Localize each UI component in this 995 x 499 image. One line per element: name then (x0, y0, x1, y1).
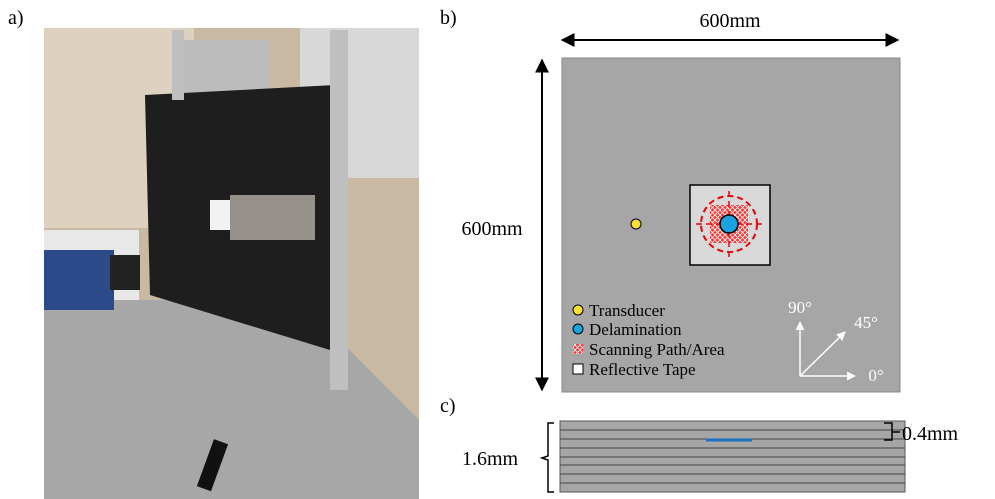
transducer (631, 219, 641, 229)
angle-label: 0° (868, 366, 883, 385)
angle-label: 45° (854, 313, 878, 332)
panel-label: c) (440, 395, 456, 417)
panel-label: a) (8, 7, 24, 29)
legend-label: Reflective Tape (589, 360, 696, 379)
brace (542, 423, 554, 492)
figure: a) b) 600mm 600mm Transducer Delaminatio… (0, 0, 995, 499)
ply-label: 0.4mm (902, 423, 959, 445)
legend-label: Scanning Path/Area (589, 340, 725, 359)
legend-label: Transducer (589, 301, 665, 320)
width-label: 600mm (699, 10, 761, 32)
legend-label: Delamination (589, 320, 682, 339)
height-label: 600mm (461, 218, 523, 240)
panel-label: b) (440, 7, 457, 29)
photo (44, 28, 419, 499)
delamination (720, 215, 738, 233)
angle-label: 90° (788, 298, 812, 317)
thickness-label: 1.6mm (462, 448, 519, 470)
